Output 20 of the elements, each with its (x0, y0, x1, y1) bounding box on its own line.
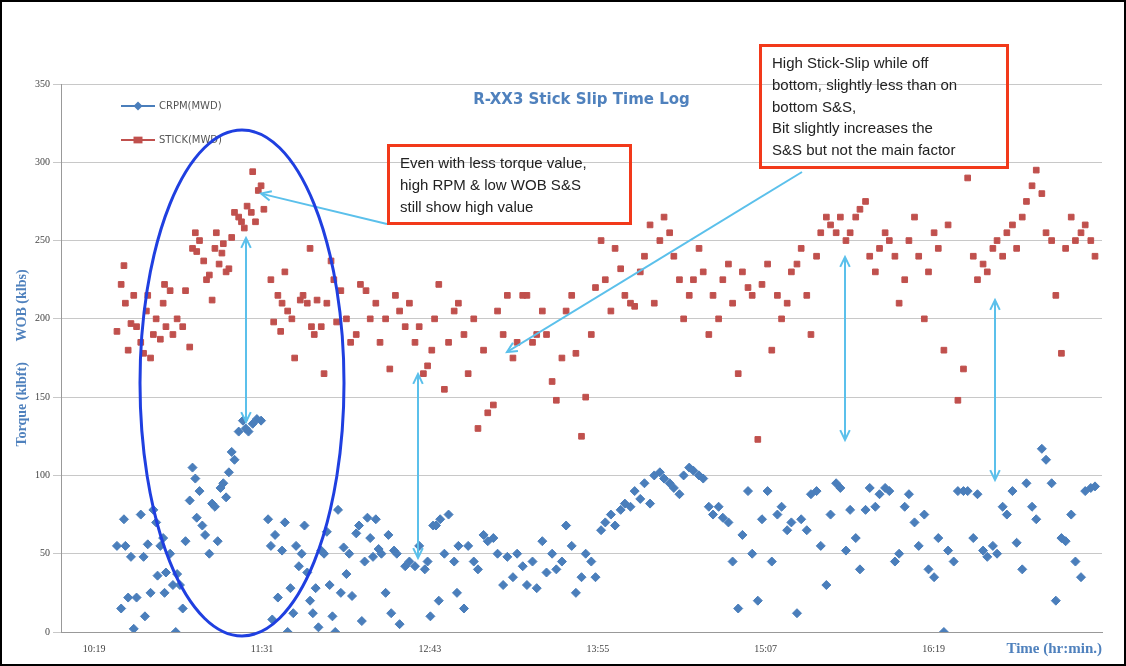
x-tick-label: 16:19 (922, 642, 946, 654)
annotation: High Stick-Slip while off bottom, slightly less than on bottom S&S, Bit slightly increases the S&S but not the main factor (759, 44, 1009, 169)
x-tick-label: 12:43 (418, 642, 442, 654)
y-tick-label: 300 (35, 155, 50, 167)
x-tick-label: 11:31 (250, 642, 274, 654)
y-axis-title: Torque (klbft) WOB (klbs) (13, 269, 30, 447)
y-tick-label: 0 (45, 625, 50, 637)
y-tick-label: 50 (40, 547, 50, 559)
y-tick-label: 350 (35, 77, 50, 89)
legend-label: CRPM(MWD) (159, 99, 222, 111)
annotation: Even with less torque value, high RPM & low WOB S&S still show high value (387, 144, 632, 226)
x-tick-label: 13:55 (586, 642, 610, 654)
y-tick-label: 100 (35, 469, 50, 481)
x-tick-label: 15:07 (754, 642, 778, 654)
chart-title: R-XX3 Stick Slip Time Log (473, 89, 690, 108)
y-tick-label: 200 (35, 312, 50, 324)
y-tick-label: 150 (35, 390, 50, 402)
x-tick-label: 10:19 (82, 642, 106, 654)
x-axis-title: Time (hr:min.) (1006, 639, 1102, 657)
y-tick-label: 250 (35, 234, 50, 246)
